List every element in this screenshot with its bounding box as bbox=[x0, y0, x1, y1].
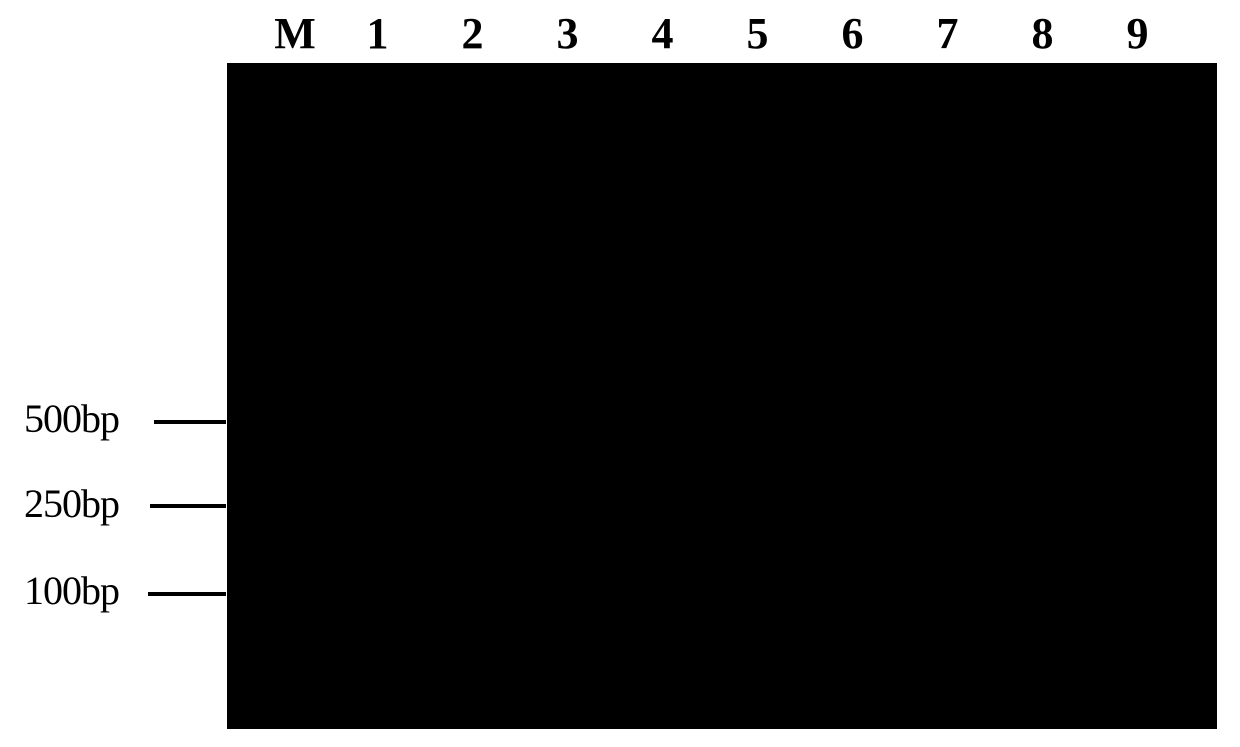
lane-label-6: 6 bbox=[805, 8, 900, 63]
lane-label-7: 7 bbox=[900, 8, 995, 63]
gel-figure: M 1 2 3 4 5 6 7 8 9 500bp 250bp 100bp bbox=[0, 0, 1240, 747]
lane-label-8: 8 bbox=[995, 8, 1090, 63]
size-leader-100bp bbox=[148, 592, 226, 596]
lane-label-3: 3 bbox=[520, 8, 615, 63]
gel-image bbox=[227, 63, 1217, 729]
size-leader-250bp bbox=[150, 504, 226, 508]
size-label-250bp: 250bp bbox=[24, 480, 119, 527]
lane-label-5: 5 bbox=[710, 8, 805, 63]
lane-label-marker: M bbox=[260, 8, 330, 63]
lane-labels-row: M 1 2 3 4 5 6 7 8 9 bbox=[260, 8, 1212, 63]
lane-label-4: 4 bbox=[615, 8, 710, 63]
lane-label-1: 1 bbox=[330, 8, 425, 63]
lane-label-9: 9 bbox=[1090, 8, 1185, 63]
size-label-100bp: 100bp bbox=[24, 567, 119, 614]
size-label-500bp: 500bp bbox=[24, 395, 119, 442]
size-leader-500bp bbox=[154, 420, 226, 424]
lane-label-2: 2 bbox=[425, 8, 520, 63]
